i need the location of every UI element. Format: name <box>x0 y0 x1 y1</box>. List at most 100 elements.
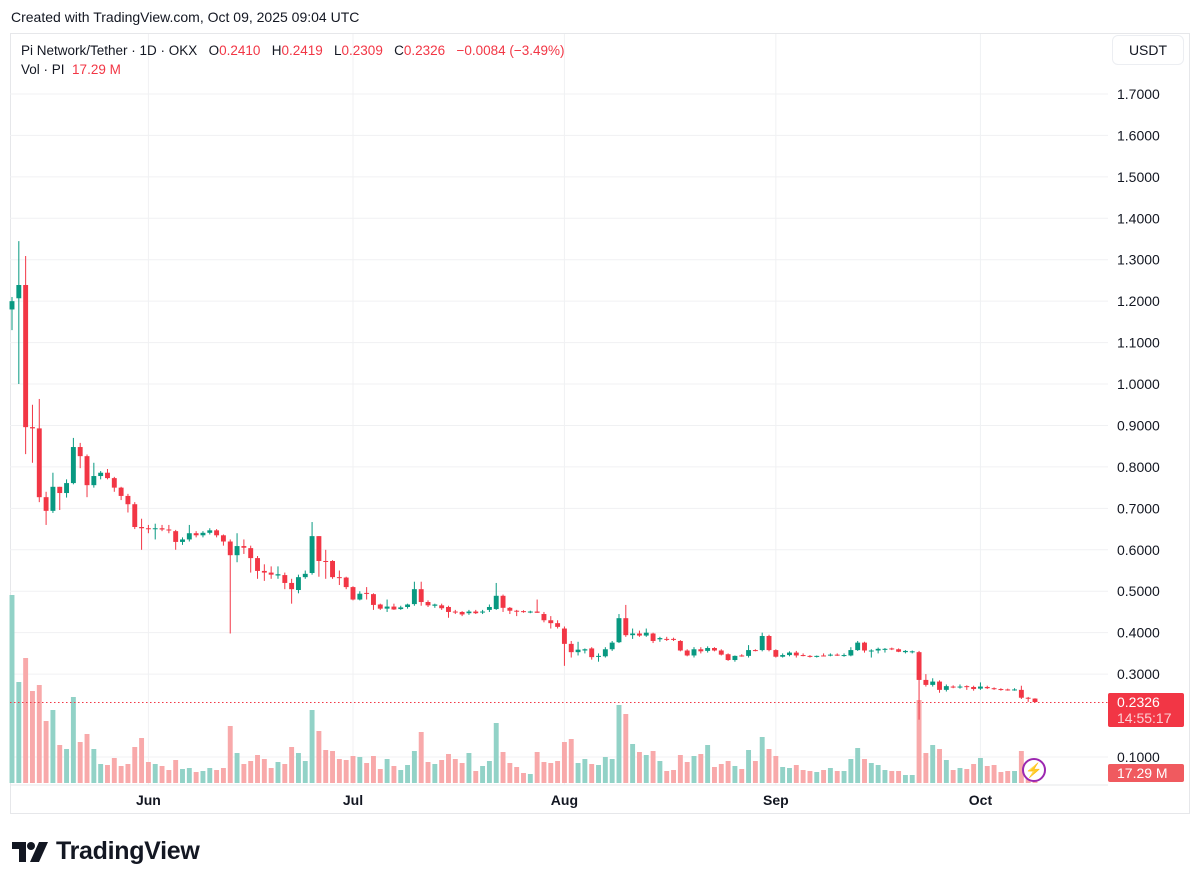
volume-bar <box>411 751 417 783</box>
volume-bar <box>868 763 874 783</box>
candle-body <box>971 686 977 690</box>
volume-bar <box>377 769 383 783</box>
volume-bar <box>780 767 786 783</box>
candle-body <box>439 605 445 609</box>
price-axis: 1.7000 1.6000 1.5000 1.4000 1.3000 1.2000 1.10… <box>1117 86 1160 765</box>
tradingview-logo[interactable]: TradingView <box>12 837 200 866</box>
symbol-label[interactable]: Pi Network/Tether · 1D · OKX <box>21 43 198 58</box>
x-tick-label: Sep <box>763 792 789 808</box>
volume-bar <box>827 768 833 783</box>
candle-body <box>241 546 247 548</box>
y-tick-label: 1.2000 <box>1117 293 1160 309</box>
volume-bar <box>473 771 479 783</box>
volume-bar <box>643 755 649 783</box>
volume-bar <box>371 756 376 783</box>
volume-bar <box>971 764 977 783</box>
volume-bar <box>848 759 854 783</box>
volume-bar <box>289 747 295 783</box>
volume-bar <box>977 758 983 783</box>
volume-bar <box>391 766 397 783</box>
volume-bar <box>268 768 274 783</box>
volume-bar <box>418 732 424 783</box>
x-tick-label: Jul <box>343 792 363 808</box>
y-tick-label: 0.8000 <box>1117 459 1160 475</box>
volume-bar <box>57 745 63 783</box>
volume-bar <box>105 765 110 783</box>
volume-bar <box>50 710 56 783</box>
candle-body <box>671 638 676 640</box>
volume-bar <box>548 763 554 783</box>
volume-bar <box>916 700 922 783</box>
candle-body <box>868 650 874 652</box>
volume-bar <box>684 762 690 783</box>
candle-body <box>64 483 70 494</box>
volume-bar <box>902 775 908 783</box>
candle-body <box>384 606 390 609</box>
time-axis: Jun Jul Aug Sep Oct <box>136 792 992 808</box>
volume-bar <box>207 768 213 783</box>
candle-body <box>418 589 424 603</box>
candle-body <box>350 587 356 600</box>
candle-body <box>486 606 492 610</box>
candle-body <box>268 572 274 575</box>
candle-body <box>1032 698 1038 703</box>
volume-bar <box>23 658 29 783</box>
volume-bar <box>984 766 990 783</box>
volume-label[interactable]: Vol · PI <box>21 62 65 77</box>
candle-body <box>875 648 881 651</box>
candles <box>9 241 1038 720</box>
candle-body <box>568 643 574 653</box>
candle-body <box>882 648 888 650</box>
candle-body <box>616 618 622 643</box>
volume-bar <box>705 745 711 783</box>
volume-bar <box>834 771 840 783</box>
volume-bar <box>125 764 131 783</box>
candle-body <box>132 504 138 528</box>
lightning-icon[interactable]: ⚡ <box>1022 758 1046 782</box>
volume-bar <box>732 766 738 783</box>
volume-bar <box>384 759 390 783</box>
candle-body <box>691 649 697 656</box>
candle-body <box>848 650 854 656</box>
candle-body <box>977 686 983 689</box>
volume-bar <box>589 764 595 783</box>
candle-body <box>500 595 506 608</box>
volume-bar <box>814 772 820 783</box>
currency-unit-button[interactable]: USDT <box>1112 35 1184 65</box>
candle-body <box>9 301 15 310</box>
change-value: −0.0084 (−3.49%) <box>456 43 565 58</box>
volume-bar <box>875 765 881 783</box>
candle-body <box>1012 689 1017 691</box>
candle-body <box>364 592 370 594</box>
volume-bar <box>220 768 226 783</box>
y-tick-label: 1.5000 <box>1117 169 1160 185</box>
candle-body <box>800 655 806 657</box>
candle-body <box>316 536 322 561</box>
candle-body <box>323 560 329 562</box>
candle-body <box>834 654 840 656</box>
candle-body <box>855 642 861 651</box>
volume-bar <box>84 734 90 783</box>
volume-bar <box>943 760 949 783</box>
chart-frame <box>10 33 1190 814</box>
candle-body <box>159 528 165 530</box>
candle-body <box>411 589 417 605</box>
candle-body <box>712 648 717 651</box>
volume-bar <box>930 745 936 783</box>
volume-bar <box>70 697 76 783</box>
volume-bar <box>882 770 888 783</box>
volume-bar <box>561 742 567 783</box>
volume-bar <box>36 685 42 783</box>
candle-body <box>234 546 240 556</box>
open-value: 0.2410 <box>219 43 261 58</box>
candle-body <box>555 623 561 627</box>
volume-bar <box>855 748 861 783</box>
volume-bar <box>752 761 758 783</box>
volume-bar <box>909 775 915 783</box>
candle-body <box>596 655 601 657</box>
candle-body <box>766 635 772 651</box>
volume-bar <box>534 752 540 783</box>
last-price-value: 0.2326 <box>1117 694 1160 710</box>
candle-body <box>371 594 376 605</box>
